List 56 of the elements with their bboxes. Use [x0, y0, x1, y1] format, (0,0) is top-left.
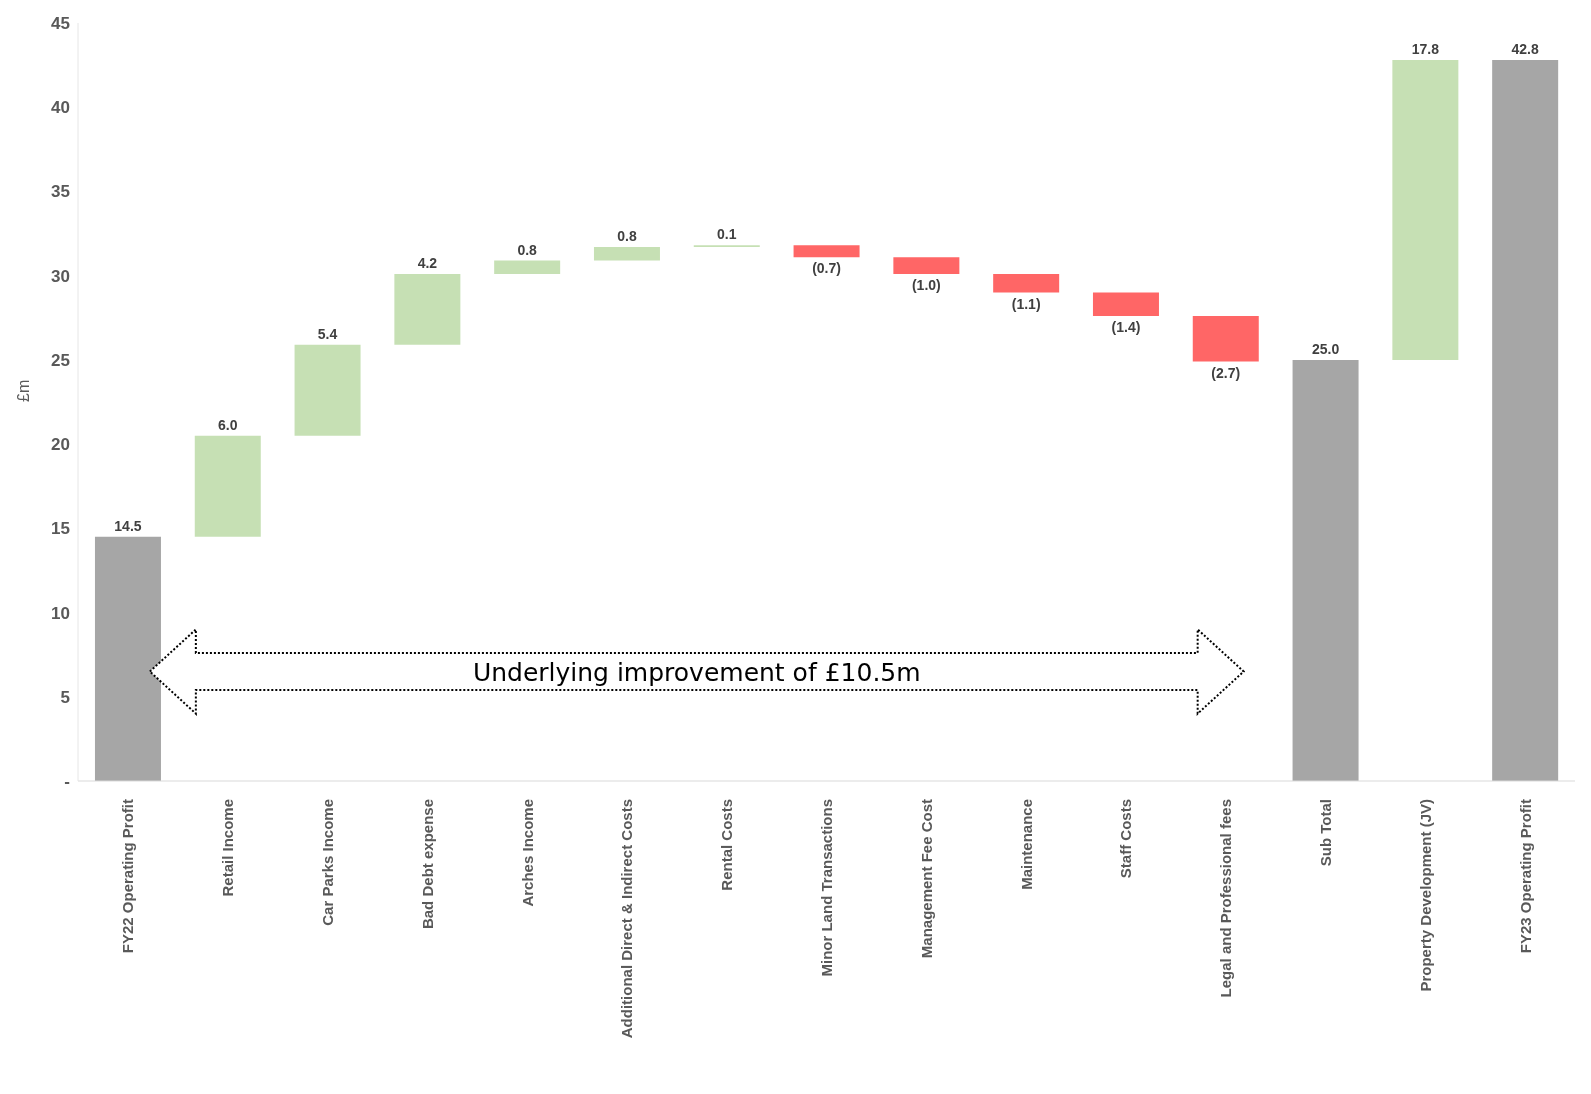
y-tick-label: 20 [51, 435, 70, 455]
data-label: 25.0 [1311, 340, 1340, 357]
data-label: 14.5 [114, 517, 142, 534]
x-tick-label: Staff Costs [1117, 799, 1135, 879]
data-label: (1.1) [1011, 295, 1041, 312]
bar [494, 260, 561, 274]
x-tick-label: Property Development (JV) [1416, 799, 1434, 992]
bar [893, 257, 960, 274]
y-tick-label: 25 [51, 350, 70, 370]
x-tick-label: Car Parks Income [319, 799, 336, 926]
x-tick-label: Minor Land Transactions [818, 799, 835, 977]
bar [793, 245, 860, 258]
bar [394, 273, 461, 345]
data-label: 0.8 [517, 241, 538, 258]
x-tick-label: Management Fee Cost [917, 799, 935, 959]
x-tick-label: Additional Direct & Indirect Costs [618, 799, 636, 1039]
y-tick-label: 10 [51, 603, 70, 623]
data-label: 0.8 [617, 228, 637, 245]
x-tick-label: FY22 Operating Profit [119, 799, 137, 954]
bar [993, 273, 1060, 293]
bar [1492, 60, 1559, 781]
bar [294, 344, 361, 436]
data-label: (2.7) [1211, 364, 1241, 381]
data-label: (0.7) [812, 260, 841, 277]
y-tick-label: 5 [60, 687, 70, 707]
bar [1292, 359, 1359, 781]
bar [194, 435, 261, 537]
bar [94, 536, 161, 781]
data-label: 17.8 [1411, 41, 1440, 58]
data-label: 42.8 [1511, 41, 1539, 58]
x-tick-label: Legal and Professional fees [1217, 799, 1235, 998]
y-tick-label: 40 [51, 98, 70, 118]
x-tick-label: Retail Income [219, 799, 237, 897]
bar [1192, 316, 1259, 362]
y-tick-label: - [64, 772, 70, 792]
data-label: 5.4 [317, 325, 338, 342]
y-tick-label: 15 [51, 519, 70, 539]
annotation: Underlying improvement of £10.5m [472, 657, 921, 687]
data-label: 4.2 [417, 254, 438, 271]
data-label: (1.0) [911, 276, 941, 293]
bar [593, 247, 660, 261]
y-tick-label: 30 [51, 266, 70, 286]
data-label: 6.0 [218, 416, 238, 433]
x-tick-label: Bad Debt expense [418, 799, 436, 930]
y-tick-label: 35 [51, 182, 70, 202]
x-tick-label: Maintenance [1017, 799, 1035, 890]
x-tick-label: Sub Total [1317, 799, 1334, 867]
x-tick-label: Rental Costs [718, 799, 736, 891]
x-tick-label: Arches Income [518, 799, 536, 907]
bar [1392, 60, 1459, 360]
y-tick-label: 45 [51, 14, 70, 34]
bar [1092, 292, 1159, 317]
data-label: (1.4) [1111, 319, 1141, 336]
y-axis-title: £m [14, 379, 32, 402]
x-tick-label: FY23 Operating Profit [1516, 799, 1534, 954]
data-label: 0.1 [717, 226, 737, 243]
